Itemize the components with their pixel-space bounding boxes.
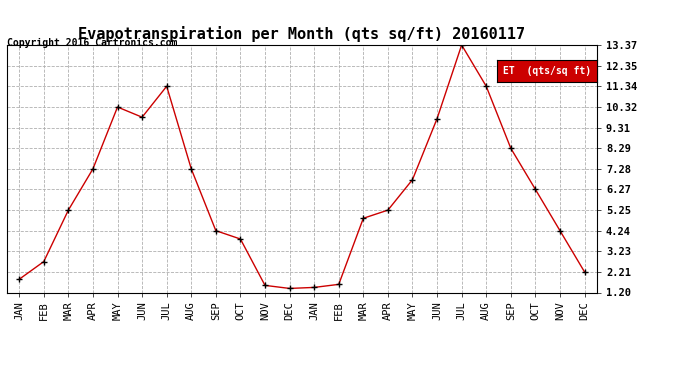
Text: Copyright 2016 Cartronics.com: Copyright 2016 Cartronics.com (7, 38, 177, 48)
Title: Evapotranspiration per Month (qts sq/ft) 20160117: Evapotranspiration per Month (qts sq/ft)… (78, 27, 526, 42)
